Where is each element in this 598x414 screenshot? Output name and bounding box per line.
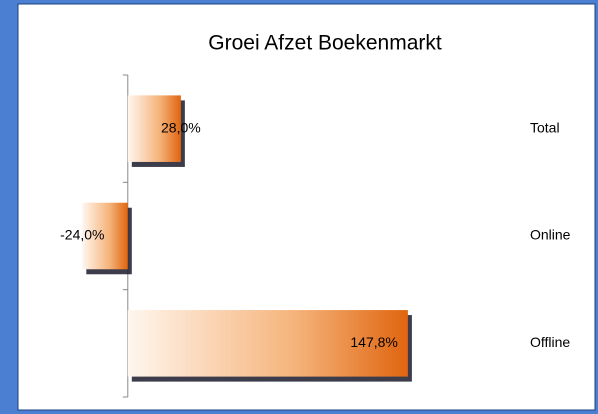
value-label: 28,0% <box>161 119 201 135</box>
chart-title: Groei Afzet Boekenmarkt <box>208 32 442 55</box>
bar <box>127 310 408 377</box>
value-label: 147,8% <box>350 334 397 350</box>
category-label: Online <box>530 227 571 243</box>
bar <box>82 202 128 270</box>
value-label: -24,0% <box>60 227 104 243</box>
bar <box>127 95 181 162</box>
category-label: Offline <box>530 334 570 350</box>
category-label: Total <box>530 119 560 135</box>
